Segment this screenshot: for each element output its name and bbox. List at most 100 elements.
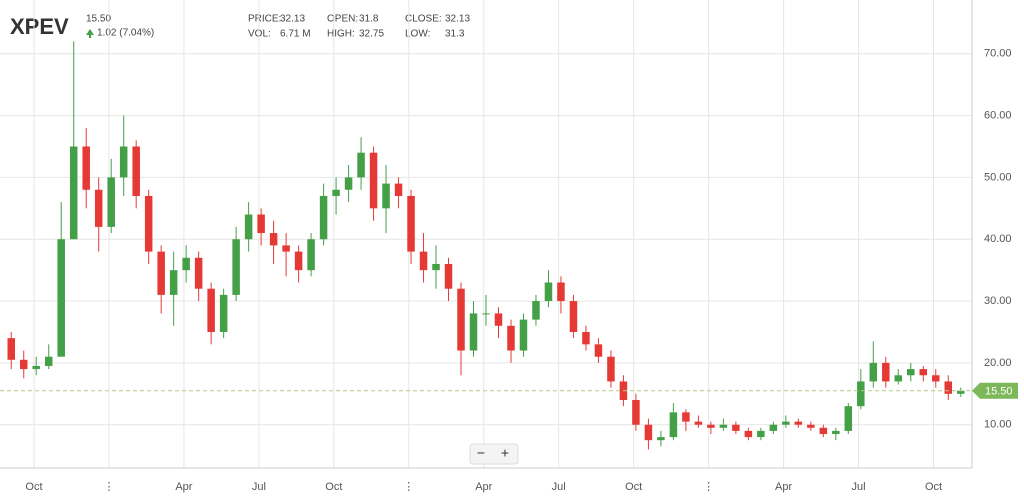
candle-body [257, 214, 265, 234]
zoom-box [469, 443, 519, 465]
candle-body [419, 251, 428, 271]
candle-body [607, 356, 615, 382]
candle-body [69, 146, 78, 240]
y-tick-label: 40.00 [984, 233, 1012, 245]
price: 15.50 [86, 14, 111, 25]
candle-body [369, 152, 378, 209]
candle-body [482, 313, 490, 315]
candle-body [544, 282, 553, 302]
info-value: 32.13 [280, 14, 305, 25]
candle-body [507, 325, 515, 351]
candle-body [32, 365, 40, 370]
x-tick-label: Apr [475, 481, 492, 493]
candle-body [444, 263, 453, 289]
candle-body [332, 189, 340, 196]
change: 1.02 (7.04%) [97, 28, 154, 39]
last-price-tag [972, 382, 1018, 399]
info-label: PRICE: [248, 14, 281, 25]
candle-body [382, 183, 390, 209]
candle-body [957, 390, 965, 394]
candle-body [857, 381, 865, 407]
candle-body [107, 177, 115, 227]
candle-body [644, 424, 653, 441]
candle-body [132, 146, 140, 196]
candle-body [632, 399, 640, 425]
info-value: 6.71 M [280, 29, 311, 40]
info-label: VOL: [248, 29, 271, 40]
candle-body [532, 301, 540, 320]
candle-body [732, 424, 740, 431]
candle-body [82, 146, 90, 190]
candle-body [557, 282, 565, 302]
candle-body [657, 437, 665, 441]
candle-body [7, 338, 15, 360]
candle-body [169, 270, 178, 295]
zoom-in[interactable]: + [501, 445, 509, 461]
x-tick-label: Jul [552, 481, 566, 493]
candle-body [807, 424, 815, 428]
candle-body [157, 251, 165, 295]
candle-body [794, 421, 803, 425]
info-value: 31.8 [359, 14, 379, 25]
candle-body [244, 214, 253, 240]
candle-body [394, 183, 403, 196]
info-label: OPEN: [327, 14, 358, 25]
candle-body [344, 177, 353, 190]
candle-body [769, 424, 778, 431]
y-tick-label: 30.00 [984, 295, 1012, 307]
candle-body [357, 152, 365, 178]
candle-body [682, 412, 690, 422]
candle-body [407, 195, 415, 252]
x-tick-label: Jul [852, 481, 866, 493]
y-tick-label: 60.00 [984, 109, 1012, 121]
candle-body [432, 263, 440, 271]
candle-body [932, 375, 940, 382]
last-price-label: 15.50 [985, 386, 1013, 398]
info-value: 32.13 [445, 14, 470, 25]
candle-body [119, 146, 128, 178]
zoom-out[interactable]: − [477, 445, 485, 461]
symbol: XPEV [10, 14, 69, 39]
candle-body [469, 313, 478, 351]
candle-body [944, 381, 953, 394]
candle-body [307, 239, 315, 271]
candle-body [569, 301, 578, 332]
x-tick-label: Apr [175, 481, 192, 493]
candle-body [232, 239, 240, 295]
x-tick-label: ⋮ [403, 481, 414, 493]
candle-body [219, 294, 228, 332]
zoom-controls: − + [469, 443, 519, 465]
candle-body [57, 239, 65, 357]
candle-body [582, 331, 590, 345]
y-tick-label: 20.00 [984, 357, 1012, 369]
x-tick-label: Oct [925, 481, 942, 493]
x-tick-label: Oct [325, 481, 342, 493]
candle-body [294, 251, 303, 271]
y-tick-label: 10.00 [984, 419, 1012, 431]
candle-body [144, 195, 153, 252]
x-tick-label: Oct [25, 481, 42, 493]
candle-body [744, 430, 753, 438]
candle-body [694, 421, 703, 425]
candle-body [894, 375, 903, 382]
x-tick-label: ⋮ [703, 481, 714, 493]
candle-body [844, 406, 853, 431]
candle-body [457, 288, 465, 351]
candle-body [94, 189, 103, 227]
y-tick-label: 70.00 [984, 48, 1012, 60]
candle-body [882, 362, 890, 382]
x-tick-label: Jul [252, 481, 266, 493]
candle-body [44, 356, 53, 366]
candle-body [907, 369, 915, 376]
candle-body [182, 257, 190, 271]
candle-body [19, 359, 28, 370]
candle-body [207, 288, 215, 332]
info-label: CLOSE: [405, 14, 442, 25]
candle-body [919, 369, 928, 376]
candle-body [832, 430, 840, 434]
candle-body [819, 427, 828, 434]
candle-body [319, 195, 328, 240]
